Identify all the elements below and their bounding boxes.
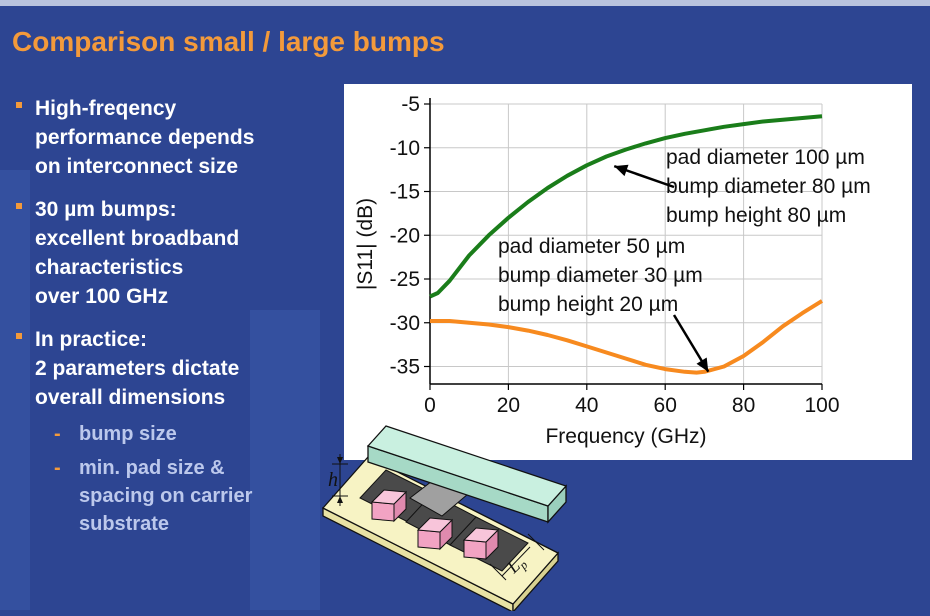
series-line-1 [430,299,824,375]
sub-bullet-item: - min. pad size & spacing on carrier sub… [12,454,312,538]
dimension-line [489,563,507,581]
y-tick-label: -35 [390,356,420,379]
y-tick-label: -5 [401,93,420,116]
y-tick-label: -20 [390,224,420,247]
y-tick-label: -15 [390,181,420,204]
series-line-0 [429,114,823,299]
y-axis-label: |S11| (dB) [354,198,377,290]
background-shape [250,310,320,610]
bullet-text: In practice: 2 parameters dictate overal… [35,328,240,409]
bullet-item: High-freqency performance depends on int… [12,94,312,181]
slide-title: Comparison small / large bumps [12,26,445,57]
annotation-line: bump diameter 30 µm [498,264,703,287]
y-tick-label: -30 [390,312,420,335]
annotation-line: pad diameter 100 µm [666,146,865,169]
bump [462,527,500,543]
sub-bullet-marker: - [54,457,61,479]
x-tick-label: 100 [804,394,839,417]
s11-chart: 0 20 40 60 80 100 -5 -10 -15 -20 -25 -30 -35 Frequenc… [344,84,912,460]
chart-svg: 0 20 40 60 80 100 -5 -10 -15 -20 -25 -30 -35 Frequenc… [354,93,871,448]
bullet-text: High-freqency performance depends on int… [35,97,255,178]
sub-bullet-item: - bump size [12,420,312,448]
bump [370,489,408,505]
annotation-arrowhead [696,357,709,372]
bullet-text: 30 µm bumps: excellent broadband charact… [35,198,240,308]
dimension-arrowhead [337,496,343,503]
x-tick-label: 20 [497,394,520,417]
bump [417,529,441,550]
height-label: h [328,469,338,491]
bump [463,539,487,560]
y-tick-label: -25 [390,268,420,291]
bullet-marker [16,203,22,209]
bump-diagram: h Lp [318,406,578,616]
sub-bullet-text: bump size [79,423,177,445]
bump [416,517,454,533]
top-bar [0,0,930,6]
bullet-marker [16,333,22,339]
annotation-line: pad diameter 50 µm [498,235,685,258]
sub-bullet-text: min. pad size & spacing on carrier subst… [79,457,253,535]
annotation-text: pad diameter 50 µm bump diameter 30 µm bum… [498,235,703,316]
chip-top [366,425,568,507]
bump-diagram-svg: h Lp [321,425,568,614]
dimension-arrowhead [337,457,343,464]
annotation-text: pad diameter 100 µm bump diameter 80 µm bu… [666,146,871,227]
annotation-line: bump height 80 µm [666,204,846,227]
background-shape [0,170,30,610]
bullet-item: 30 µm bumps: excellent broadband charact… [12,195,312,311]
x-tick-label: 40 [575,394,598,417]
dimension-line [501,546,531,577]
x-tick-label: 80 [732,394,755,417]
y-tick-label: -10 [390,137,420,160]
annotation-line: bump height 20 µm [498,293,678,316]
bullet-marker [16,102,22,108]
x-tick-label: 60 [654,394,677,417]
annotation-arrowhead [614,164,629,177]
sub-bullet-marker: - [54,423,61,445]
x-tick-label: 0 [424,394,436,417]
bump [371,501,395,522]
annotation-line: bump diameter 80 µm [666,175,871,198]
bullet-list: High-freqency performance depends on int… [12,94,312,544]
dimension-line [527,533,545,551]
bullet-item: In practice: 2 parameters dictate overal… [12,325,312,412]
x-axis-label: Frequency (GHz) [545,425,706,448]
